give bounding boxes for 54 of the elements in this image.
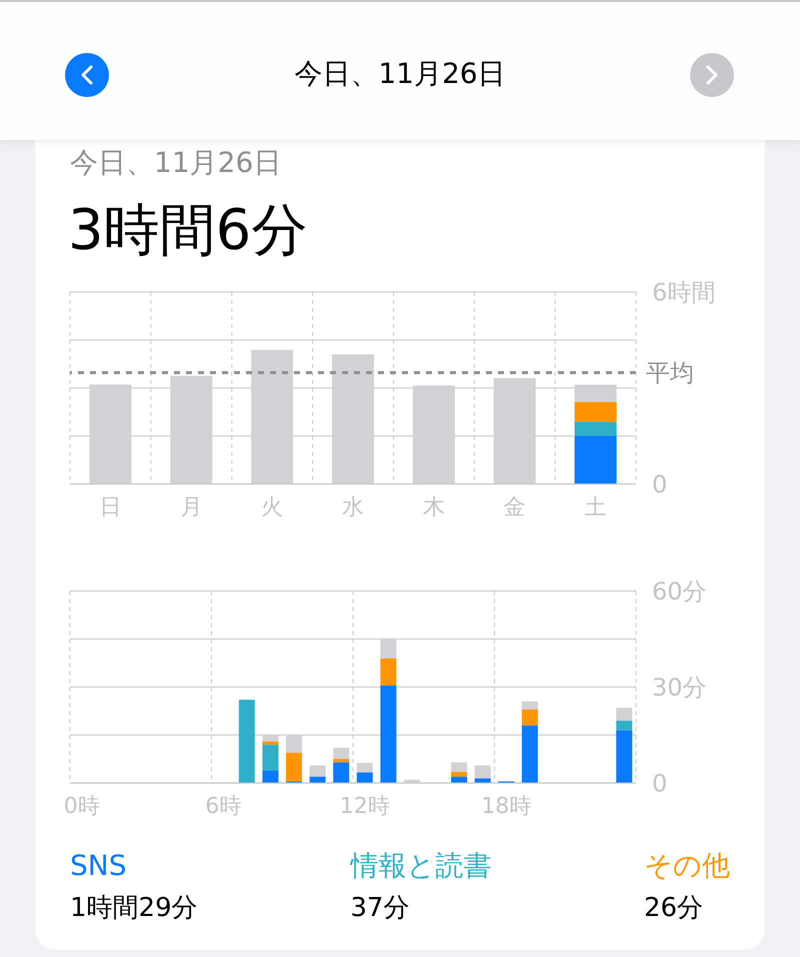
bar: [262, 741, 278, 745]
y-tick-label: 6時間: [652, 278, 716, 306]
x-tick-label: 6時: [205, 794, 242, 819]
text: 情報と読書: [350, 849, 492, 882]
bar: [474, 778, 491, 783]
bar: [574, 436, 617, 484]
y-tick-label: 0: [652, 470, 668, 498]
bar: [616, 720, 632, 730]
chart-subtitle: 今日、11月26日: [70, 146, 282, 179]
x-tick-label: 月: [180, 495, 202, 520]
bar: [333, 759, 350, 762]
bar: [522, 725, 538, 783]
text: 1時間29分: [70, 893, 198, 923]
x-tick-label: 0時: [64, 794, 100, 819]
bar: [451, 776, 468, 783]
bar: [262, 770, 278, 783]
bar: [380, 658, 396, 686]
bar: [380, 685, 396, 783]
y-tick-label: 60分: [652, 577, 707, 606]
ref-line-label: 平均: [646, 359, 694, 388]
text: 今日、11月26日: [294, 57, 506, 90]
bar: [451, 772, 468, 777]
bar: [474, 765, 491, 778]
x-tick-label: 水: [342, 495, 364, 520]
text: 26分: [644, 893, 704, 923]
text: その他: [644, 849, 730, 882]
y-tick-label: 30分: [652, 673, 707, 702]
bar: [356, 762, 373, 772]
y-tick-label: 0: [652, 769, 668, 798]
x-tick-label: 土: [584, 495, 607, 520]
x-tick-label: 木: [422, 495, 445, 520]
x-tick-label: 金: [504, 495, 526, 520]
bar: [286, 752, 302, 782]
bar: [522, 701, 538, 710]
bar: [333, 762, 350, 783]
bar: [574, 402, 617, 422]
x-tick-label: 火: [261, 495, 284, 520]
text: SNS: [70, 849, 126, 882]
bar: [310, 776, 326, 783]
bar: [574, 422, 617, 436]
text: 37分: [350, 893, 410, 923]
bar: [522, 709, 538, 726]
x-tick-label: 日: [99, 495, 122, 520]
bar: [616, 708, 632, 721]
x-tick-label: 12時: [340, 794, 390, 819]
bar: [238, 700, 255, 783]
bar: [616, 730, 632, 783]
bar: [451, 762, 468, 772]
bar: [310, 765, 326, 777]
bar: [262, 744, 278, 770]
bar: [333, 748, 350, 759]
chart-title: 3時間6分: [68, 198, 308, 263]
x-tick-label: 18時: [481, 794, 532, 819]
bar: [356, 772, 373, 783]
